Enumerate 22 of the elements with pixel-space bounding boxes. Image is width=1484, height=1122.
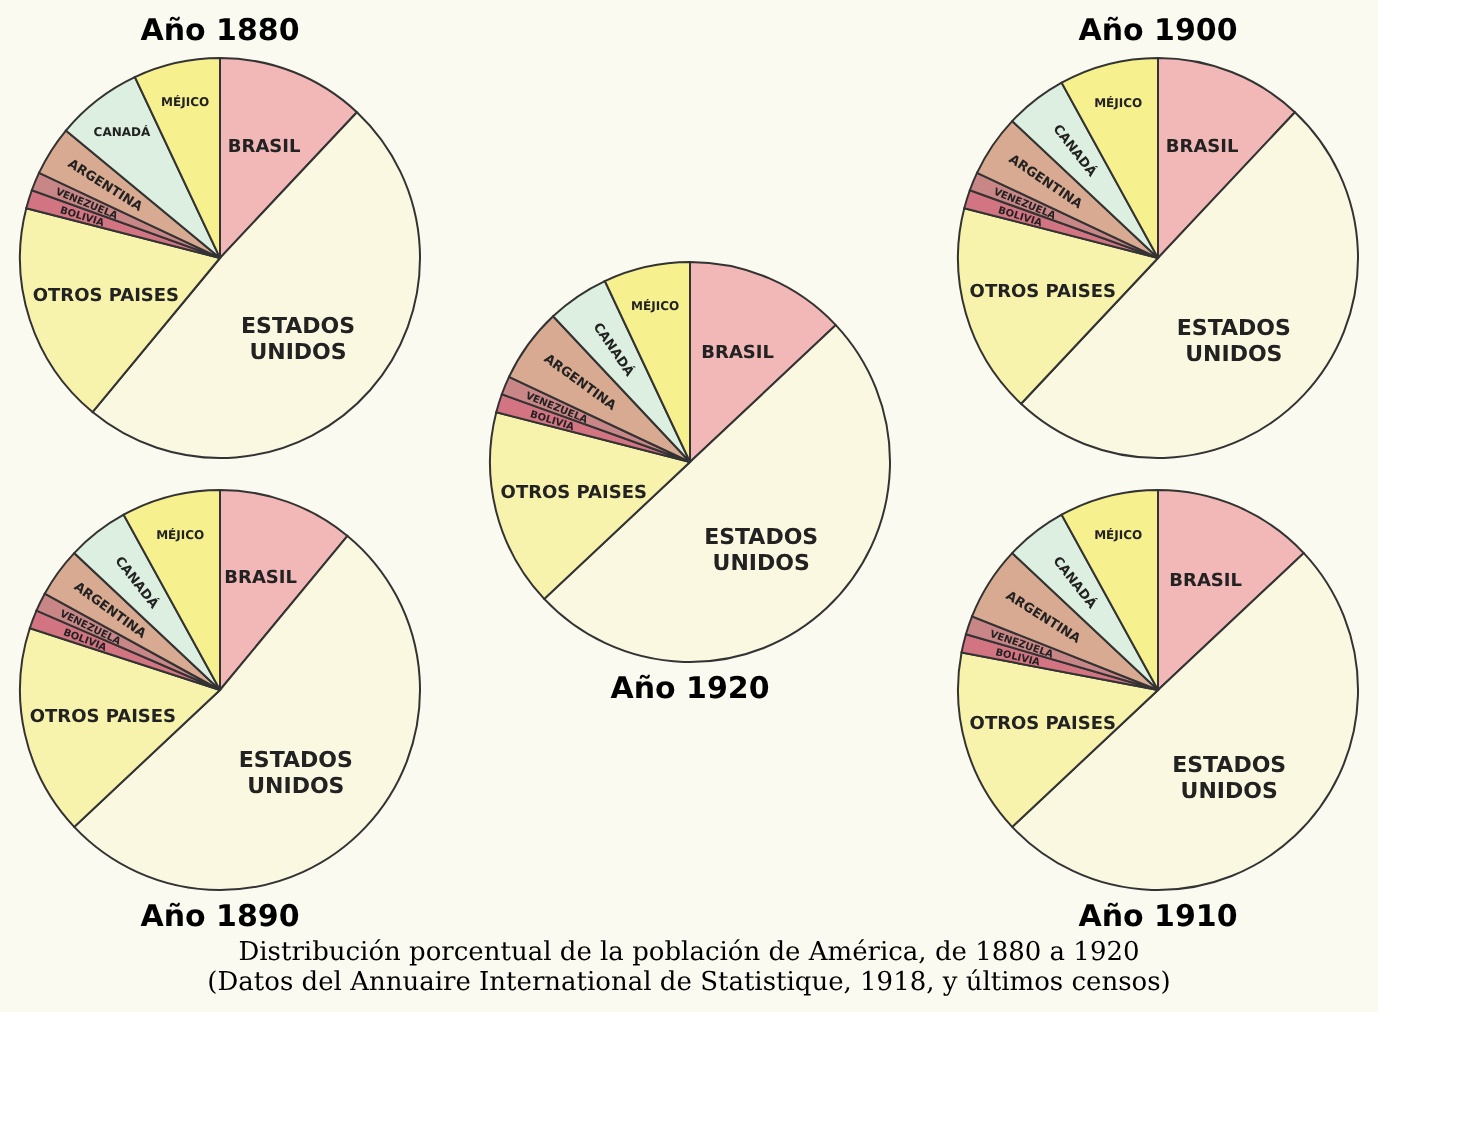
slice-label: ESTADOS UNIDOS: [238, 747, 353, 800]
chart-title: Año 1880: [140, 12, 300, 48]
slice-label: OTROS PAISES: [500, 483, 647, 504]
slice-label: BRASIL: [227, 138, 302, 159]
slice-label: OTROS PAISES: [32, 287, 180, 308]
text: Año 1920: [610, 670, 770, 706]
chart-title: Año 1900: [1078, 12, 1238, 48]
text: Distribución porcentual de la población de América, de 1880 a 1920: [238, 938, 1140, 968]
slice-label: ESTADOS UNIDOS: [704, 523, 819, 576]
slice-label: BRASIL: [224, 569, 298, 590]
text: Año 1890: [140, 898, 300, 934]
slice-label: BRASIL: [1165, 138, 1240, 159]
slice-label: OTROS PAISES: [29, 708, 177, 729]
text: Año 1910: [1078, 898, 1238, 934]
slice-label: ESTADOS UNIDOS: [241, 312, 356, 365]
slice-label: ESTADOS UNIDOS: [1172, 751, 1287, 804]
slice-label: OTROS PAISES: [969, 715, 1116, 736]
slice-label: OTROS PAISES: [969, 283, 1116, 304]
slice-label: BRASIL: [701, 343, 775, 364]
slice-label: BRASIL: [1169, 571, 1243, 592]
slice-label: ESTADOS UNIDOS: [1176, 315, 1291, 368]
text: (Datos del Annuaire International de Statistique, 1918, y últimos censos): [207, 968, 1171, 998]
